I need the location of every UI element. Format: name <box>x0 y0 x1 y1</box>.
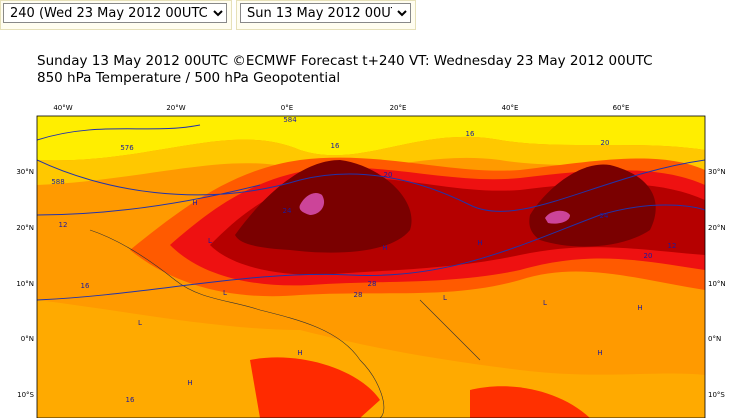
contour-label: 16 <box>466 130 475 138</box>
longitude-label: 60°E <box>613 104 630 112</box>
contour-label: 16 <box>126 396 135 404</box>
pressure-mark: L <box>138 319 142 327</box>
contour-label: 12 <box>59 221 68 229</box>
contour-label: 24 <box>600 212 609 220</box>
longitude-label: 20°E <box>390 104 407 112</box>
pressure-mark: H <box>192 199 197 207</box>
latitude-label: 10°S <box>708 391 725 399</box>
contour-label: 24 <box>283 207 292 215</box>
longitude-label: 0°E <box>281 104 293 112</box>
pressure-mark: H <box>597 349 602 357</box>
pressure-mark: H <box>382 244 387 252</box>
pressure-mark: H <box>477 239 482 247</box>
contour-label: 20 <box>644 252 653 260</box>
contour-label: 28 <box>354 291 363 299</box>
temperature-field <box>37 116 705 418</box>
latitude-label: 0°N <box>21 335 34 343</box>
contour-label: 16 <box>331 142 340 150</box>
map-subtitle: 850 hPa Temperature / 500 hPa Geopotenti… <box>37 70 341 86</box>
pressure-mark: L <box>223 289 227 297</box>
contour-label: 16 <box>81 282 90 290</box>
contour-label: 12 <box>668 242 677 250</box>
pressure-mark: L <box>208 237 212 245</box>
contour-label: 584 <box>283 116 297 124</box>
pressure-mark: L <box>443 294 447 302</box>
pressure-mark: H <box>637 304 642 312</box>
contour-label: 20 <box>601 139 610 147</box>
map-frame <box>36 115 706 418</box>
latitude-label: 30°N <box>708 168 726 176</box>
latitude-label: 20°N <box>16 224 34 232</box>
latitude-label: 30°N <box>16 168 34 176</box>
contour-label: 20 <box>384 171 393 179</box>
longitude-label: 20°W <box>166 104 185 112</box>
contour-label: 28 <box>368 280 377 288</box>
pressure-mark: H <box>297 349 302 357</box>
contour-label: 576 <box>120 144 134 152</box>
map-title: Sunday 13 May 2012 00UTC ©ECMWF Forecast… <box>37 53 653 69</box>
latitude-label: 10°N <box>16 280 34 288</box>
latitude-label: 10°N <box>708 280 726 288</box>
longitude-label: 40°E <box>502 104 519 112</box>
latitude-label: 0°N <box>708 335 721 343</box>
latitude-label: 10°S <box>17 391 34 399</box>
longitude-label: 40°W <box>53 104 72 112</box>
pressure-mark: L <box>543 299 547 307</box>
pressure-mark: H <box>187 379 192 387</box>
latitude-label: 20°N <box>708 224 726 232</box>
contour-label: 588 <box>51 178 64 186</box>
forecast-step-select[interactable]: 240 (Wed 23 May 2012 00UTC) <box>3 3 227 23</box>
base-time-select[interactable]: Sun 13 May 2012 00UTC <box>240 3 411 23</box>
